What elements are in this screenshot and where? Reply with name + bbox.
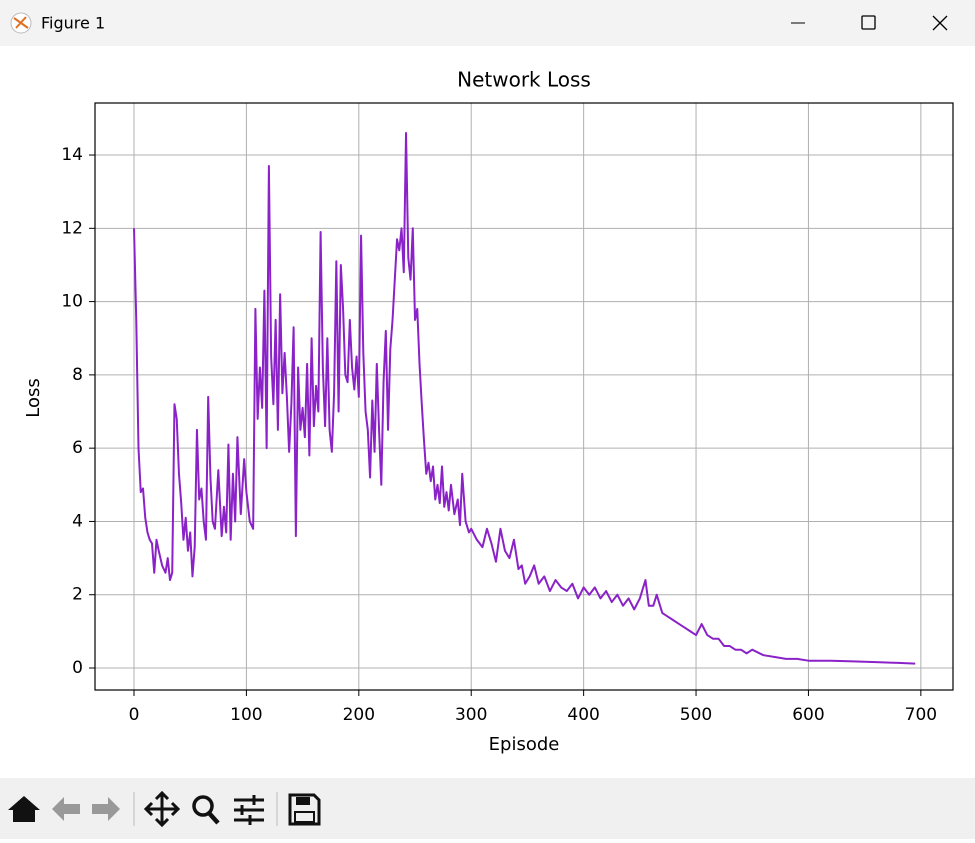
back-button[interactable]	[52, 797, 80, 821]
configure-button[interactable]	[234, 795, 264, 825]
axes-frame	[94, 102, 954, 691]
y-tick-label: 4	[72, 511, 83, 531]
data-line	[133, 132, 916, 665]
y-tick-label: 14	[61, 145, 83, 165]
y-tick-label: 10	[61, 292, 83, 312]
y-axis-label: Loss	[23, 378, 44, 417]
x-tick-label: 100	[230, 705, 262, 725]
window-title: Figure 1	[41, 14, 105, 33]
title-bar	[0, 0, 975, 46]
x-tick-label: 600	[792, 705, 824, 725]
x-tick-label: 500	[680, 705, 712, 725]
pan-button[interactable]	[143, 790, 181, 828]
x-tick-label: 300	[455, 705, 487, 725]
maximize-button[interactable]	[861, 15, 876, 30]
save-button[interactable]	[288, 793, 321, 826]
x-tick-label: 0	[129, 705, 140, 725]
chart-title: Network Loss	[457, 68, 591, 92]
y-tick-label: 0	[72, 658, 83, 678]
close-button[interactable]	[932, 15, 948, 31]
x-axis-label: Episode	[489, 734, 560, 755]
y-tick-label: 2	[72, 585, 83, 605]
x-tick-label: 200	[343, 705, 375, 725]
y-tick-label: 12	[61, 218, 83, 238]
home-button[interactable]	[8, 796, 40, 822]
y-tick-label: 6	[72, 438, 83, 458]
zoom-button[interactable]	[192, 795, 220, 825]
y-tick-label: 8	[72, 365, 83, 385]
forward-button[interactable]	[92, 797, 120, 821]
app-icon	[10, 12, 32, 34]
x-tick-label: 400	[567, 705, 599, 725]
x-tick-label: 700	[905, 705, 937, 725]
plot: Network Loss Episode Loss 0 100 200 300 400 5…	[23, 68, 954, 755]
